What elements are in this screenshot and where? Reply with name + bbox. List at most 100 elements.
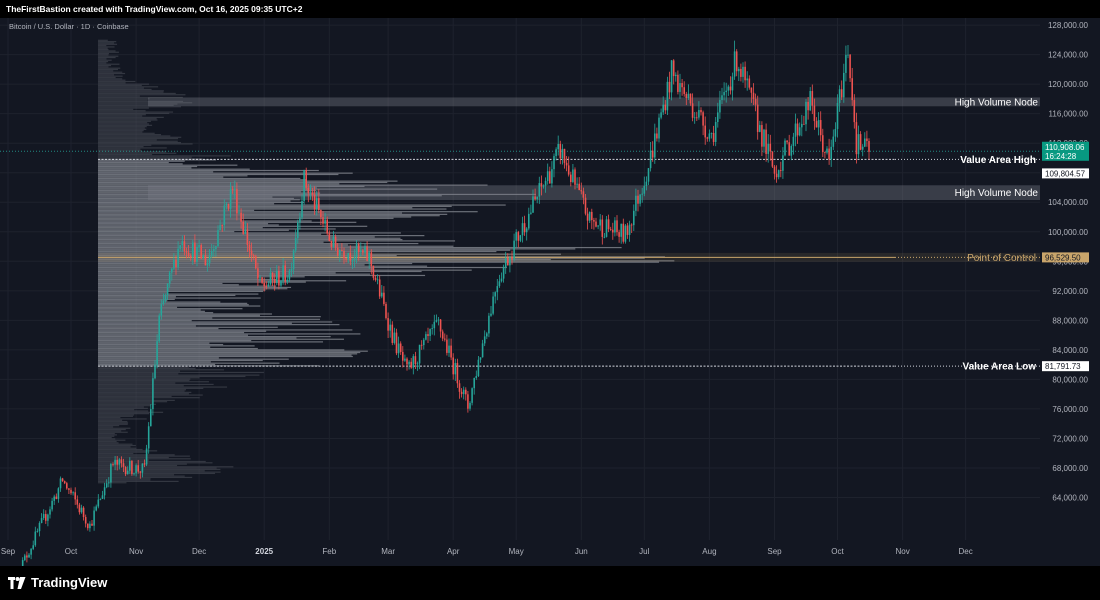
candle-body bbox=[708, 133, 711, 139]
volume-profile-bar bbox=[98, 39, 108, 41]
candle-body bbox=[511, 257, 513, 260]
candle-body bbox=[754, 98, 757, 105]
candle-body bbox=[651, 150, 654, 158]
candle-body bbox=[595, 221, 597, 227]
tradingview-logo[interactable]: TradingView bbox=[8, 575, 107, 590]
candle-body bbox=[769, 143, 772, 152]
volume-profile-bar bbox=[98, 103, 178, 105]
candle-body bbox=[798, 127, 801, 136]
candle-body bbox=[36, 531, 39, 532]
candle-body bbox=[246, 229, 249, 245]
x-tick-label: Mar bbox=[381, 547, 395, 556]
candle-body bbox=[32, 545, 34, 549]
candle-body bbox=[21, 560, 24, 566]
candle-body bbox=[294, 238, 297, 251]
candle-body bbox=[840, 89, 843, 98]
candle-body bbox=[78, 504, 81, 513]
volume-profile-bar bbox=[98, 63, 120, 65]
candle-body bbox=[582, 191, 585, 198]
candle-body bbox=[269, 272, 272, 285]
candle-body bbox=[376, 279, 379, 281]
volume-profile-bar bbox=[98, 90, 164, 92]
candle-body bbox=[89, 523, 91, 529]
candle-body bbox=[385, 303, 387, 319]
candle-body bbox=[817, 120, 820, 128]
candle-body bbox=[336, 247, 339, 256]
volume-profile-bar bbox=[98, 439, 126, 441]
volume-profile-bar bbox=[98, 70, 114, 72]
y-tick-label: 124,000.00 bbox=[1048, 51, 1089, 60]
volume-profile-bar bbox=[98, 152, 177, 154]
candle-body bbox=[607, 219, 610, 230]
candle-body bbox=[477, 359, 480, 377]
brand-name: TradingView bbox=[31, 575, 108, 590]
candle-body bbox=[626, 225, 629, 235]
volume-profile-bar bbox=[98, 324, 340, 326]
candle-body bbox=[446, 339, 448, 353]
volume-profile-bar bbox=[98, 228, 336, 230]
hvn-band bbox=[148, 97, 1040, 107]
candle-body bbox=[866, 138, 868, 142]
candle-body bbox=[794, 123, 797, 137]
candle-body bbox=[517, 232, 520, 241]
candle-body bbox=[756, 104, 759, 132]
volume-profile-bar bbox=[98, 87, 144, 89]
volume-profile-bar bbox=[98, 169, 319, 172]
candle-body bbox=[555, 149, 557, 157]
candle-body bbox=[467, 394, 469, 409]
volume-profile-bar bbox=[98, 268, 374, 270]
candle-body bbox=[301, 201, 303, 218]
candle-body bbox=[777, 170, 780, 178]
volume-profile-bar bbox=[98, 444, 136, 447]
candle-body bbox=[370, 252, 373, 267]
candle-body bbox=[836, 102, 839, 129]
candle-body bbox=[278, 270, 280, 286]
volume-profile-bar bbox=[98, 373, 179, 375]
candle-body bbox=[767, 143, 769, 154]
candles bbox=[21, 40, 870, 566]
volume-profile-bar bbox=[98, 288, 288, 290]
candle-body bbox=[91, 523, 93, 526]
candle-body bbox=[208, 256, 211, 264]
price-chart[interactable]: 64,000.00 68,000.00 72,000.00 76,000.00 80,0… bbox=[0, 18, 1100, 566]
volume-profile-bar bbox=[98, 482, 127, 484]
volume-profile-bar bbox=[98, 240, 456, 242]
candle-body bbox=[290, 269, 293, 271]
candle-body bbox=[280, 280, 282, 286]
candle-body bbox=[578, 183, 580, 191]
candle-body bbox=[838, 89, 841, 103]
candle-body bbox=[194, 242, 196, 262]
candle-body bbox=[309, 192, 312, 194]
volume-profile-bar bbox=[98, 414, 135, 416]
volume-profile-bar bbox=[98, 302, 248, 304]
candle-body bbox=[114, 459, 116, 465]
volume-profile-bar bbox=[98, 131, 143, 133]
volume-profile-bar bbox=[98, 462, 213, 464]
volume-profile-bar bbox=[98, 387, 204, 390]
candle-body bbox=[257, 268, 259, 279]
y-tick-label: 88,000.00 bbox=[1052, 316, 1088, 325]
candle-body bbox=[412, 356, 415, 368]
candle-body bbox=[353, 257, 356, 261]
candle-body bbox=[66, 483, 68, 489]
volume-profile-bar bbox=[98, 173, 339, 176]
volume-profile-bar bbox=[98, 390, 185, 392]
candle-body bbox=[486, 333, 488, 337]
volume-profile-bar bbox=[98, 119, 158, 121]
candle-body bbox=[481, 343, 484, 358]
candle-body bbox=[200, 245, 202, 259]
volume-profile-bar bbox=[98, 254, 397, 257]
candle-body bbox=[355, 243, 358, 258]
candle-body bbox=[210, 250, 213, 257]
candle-body bbox=[614, 220, 616, 233]
volume-profile-bar bbox=[98, 148, 141, 150]
candle-body bbox=[282, 265, 284, 281]
volume-profile-bar bbox=[98, 164, 238, 166]
volume-profile-bar bbox=[98, 187, 317, 189]
volume-profile-bar bbox=[98, 49, 109, 51]
candle-body bbox=[584, 197, 587, 214]
candle-body bbox=[748, 78, 751, 88]
candle-body bbox=[784, 140, 786, 156]
candle-body bbox=[55, 496, 58, 499]
candle-body bbox=[332, 236, 335, 247]
